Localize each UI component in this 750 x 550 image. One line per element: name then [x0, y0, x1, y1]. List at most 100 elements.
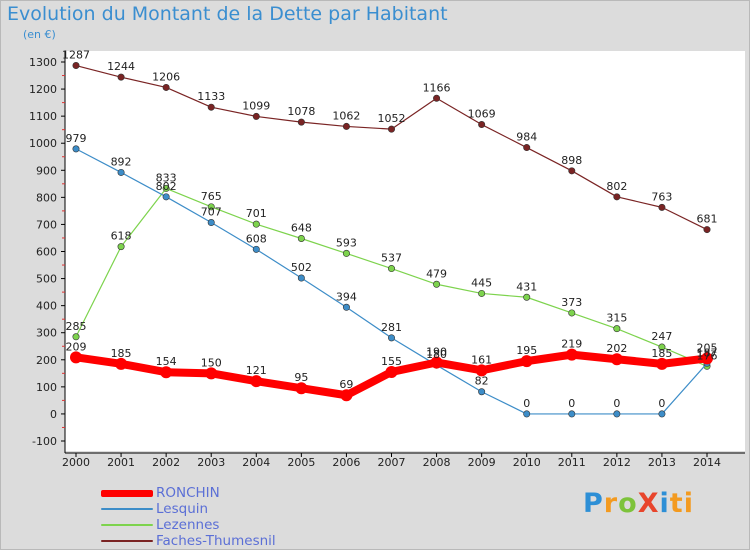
data-label: 979: [66, 132, 87, 145]
data-label: 479: [426, 267, 447, 280]
y-tick-label: 1000: [29, 137, 57, 150]
series-lezennes: [72, 184, 711, 370]
data-label: 185: [111, 347, 132, 360]
legend-label-lesquin: Lesquin: [156, 501, 209, 517]
data-label: 618: [111, 230, 132, 243]
data-point: [117, 243, 125, 251]
data-label: 180: [426, 348, 447, 361]
proxiti-logo: ProXiti: [583, 488, 694, 519]
data-point: [430, 356, 443, 369]
legend-label-ronchin: RONCHIN: [156, 485, 220, 501]
data-label: 1244: [107, 60, 135, 73]
legend-swatch-lezennes: [101, 524, 153, 526]
data-label: 608: [246, 232, 267, 245]
data-point: [701, 352, 713, 365]
data-point: [207, 203, 215, 211]
data-label: 1078: [287, 105, 315, 118]
x-tick-label: 2008: [423, 456, 451, 469]
data-point: [162, 184, 170, 192]
data-label: 0: [613, 397, 620, 410]
x-tick-label: 2001: [107, 456, 135, 469]
data-point: [568, 410, 576, 418]
data-point: [523, 144, 531, 152]
data-label: 445: [471, 276, 492, 289]
data-label: 281: [381, 321, 402, 334]
data-point: [162, 193, 170, 201]
data-point: [205, 367, 218, 380]
data-label: 431: [516, 280, 537, 293]
data-label: 209: [66, 340, 87, 353]
data-point: [252, 220, 260, 228]
data-point: [252, 112, 260, 120]
y-tick-label: 1300: [29, 56, 57, 69]
labels-lezennes: 285 618 833 765 701 648 593 537 479 445 431 373 315 2…: [66, 171, 718, 362]
y-tick-label: 900: [36, 164, 57, 177]
data-point: [72, 333, 80, 341]
x-tick-label: 2010: [513, 456, 541, 469]
x-tick-label: 2013: [648, 456, 676, 469]
data-point: [610, 353, 623, 366]
data-point: [478, 388, 486, 396]
data-point: [252, 245, 260, 253]
data-label: 802: [606, 180, 627, 193]
data-label: 185: [651, 347, 672, 360]
data-point: [297, 235, 305, 243]
legend-swatch-ronchin: [101, 490, 153, 497]
data-label: 1062: [332, 109, 360, 122]
data-point: [297, 118, 305, 126]
x-tick-label: 2002: [152, 456, 180, 469]
data-point: [160, 366, 173, 379]
data-point: [342, 249, 350, 257]
x-tick-label: 2007: [378, 456, 406, 469]
x-tick-label: 2011: [558, 456, 586, 469]
data-point: [340, 389, 353, 402]
data-label: 202: [606, 342, 627, 355]
data-label: 247: [651, 330, 672, 343]
data-point: [478, 121, 486, 129]
data-label: 763: [651, 190, 672, 203]
y-tick-label: 500: [36, 273, 57, 286]
data-label: 373: [561, 296, 582, 309]
data-point: [520, 355, 533, 368]
data-label: 1099: [242, 99, 270, 112]
data-point: [523, 293, 531, 301]
data-label: 95: [294, 371, 308, 384]
data-label: 984: [516, 131, 537, 144]
series-faches-thumesnil: [72, 62, 711, 234]
data-label: 502: [291, 261, 312, 274]
data-label: 1206: [152, 70, 180, 83]
y-tick-label: 1100: [29, 110, 57, 123]
data-point: [250, 375, 263, 388]
y-tick-label: 700: [36, 218, 57, 231]
labels-faches-thumesnil: 1287 1244 1206 1133 1099 1078 1062 1052 1166 1069…: [62, 49, 718, 226]
data-point: [387, 125, 395, 133]
data-point: [342, 303, 350, 311]
data-point: [162, 83, 170, 91]
data-label: 1069: [468, 108, 496, 121]
data-point: [207, 219, 215, 227]
data-point: [703, 226, 711, 234]
y-tick-label: 300: [36, 327, 57, 340]
data-label: 765: [201, 190, 222, 203]
x-tick-label: 2014: [693, 456, 721, 469]
unit-label: (en €): [23, 28, 56, 41]
data-point: [117, 73, 125, 81]
data-label: 205: [697, 341, 718, 354]
data-point: [297, 274, 305, 282]
data-point: [478, 289, 486, 297]
data-label: 537: [381, 252, 402, 265]
data-label: 593: [336, 236, 357, 249]
legend-label-lezennes: Lezennes: [156, 517, 220, 533]
data-label: 1287: [62, 49, 90, 62]
legend-swatch-lesquin: [101, 508, 153, 510]
data-label: 161: [471, 353, 492, 366]
y-tick-label: 0: [50, 408, 57, 421]
y-tick-label: -100: [32, 435, 57, 448]
legend-label-faches: Faches-Thumesnil: [156, 533, 276, 549]
data-label: 154: [156, 355, 177, 368]
plot-area: [65, 51, 745, 451]
data-label: 155: [381, 355, 402, 368]
data-point: [658, 410, 666, 418]
